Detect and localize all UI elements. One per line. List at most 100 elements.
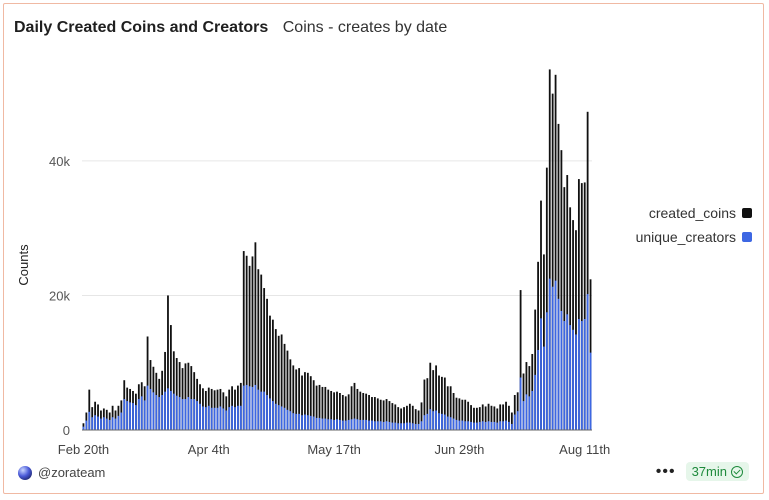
bar-created-coins xyxy=(274,329,277,430)
bar-created-coins xyxy=(397,407,400,430)
bar-unique-creators xyxy=(181,399,184,430)
bar-unique-creators xyxy=(231,405,233,430)
chart-footer-controls: ••• 37min xyxy=(656,462,749,481)
bar-created-coins xyxy=(277,335,280,430)
bar-unique-creators xyxy=(470,421,472,430)
bar-unique-creators xyxy=(397,423,400,430)
bar-unique-creators xyxy=(242,385,245,430)
bar-unique-creators xyxy=(146,385,149,430)
bar-created-coins xyxy=(254,242,257,430)
check-circle-icon xyxy=(731,465,743,478)
bar-unique-creators xyxy=(359,419,362,430)
bar-created-coins xyxy=(172,351,175,430)
author-attribution[interactable]: @zorateam xyxy=(18,465,105,480)
bar-unique-creators xyxy=(82,426,85,430)
x-tick-label: Jun 29th xyxy=(434,442,484,457)
y-axis-label: Counts xyxy=(16,244,31,286)
bar-unique-creators xyxy=(114,418,117,430)
bar-created-coins xyxy=(286,350,289,430)
bar-created-coins xyxy=(426,378,429,430)
bar-created-coins xyxy=(242,251,245,430)
bar-created-coins xyxy=(403,407,405,430)
bar-created-coins xyxy=(513,395,516,430)
bar-unique-creators xyxy=(435,410,437,430)
more-icon[interactable]: ••• xyxy=(655,462,676,480)
bar-created-coins xyxy=(312,380,315,430)
bar-unique-creators xyxy=(382,421,385,430)
bar-created-coins xyxy=(406,405,408,430)
refresh-badge[interactable]: 37min xyxy=(685,462,749,481)
bar-unique-creators xyxy=(204,407,207,430)
bar-unique-creators xyxy=(385,421,388,430)
bar-unique-creators xyxy=(543,346,545,430)
bar-unique-creators xyxy=(333,419,335,430)
bar-created-coins xyxy=(167,295,169,430)
bar-created-coins xyxy=(499,404,502,430)
bar-created-coins xyxy=(394,404,397,430)
bar-created-coins xyxy=(164,351,166,430)
bar-unique-creators xyxy=(408,422,411,430)
bar-unique-creators xyxy=(199,403,201,430)
bar-created-coins xyxy=(266,298,268,430)
bar-created-coins xyxy=(88,389,91,430)
bar-created-coins xyxy=(175,358,178,430)
bar-unique-creators xyxy=(365,419,368,430)
bar-created-coins xyxy=(420,402,423,430)
author-name[interactable]: @zorateam xyxy=(38,465,106,480)
bar-created-coins xyxy=(350,386,353,430)
bar-unique-creators xyxy=(429,409,432,430)
bar-created-coins xyxy=(257,269,260,430)
bar-created-coins xyxy=(487,403,490,430)
bar-created-coins xyxy=(260,274,263,430)
bar-unique-creators xyxy=(373,421,376,430)
bar-created-coins xyxy=(280,334,283,430)
bar-created-coins xyxy=(333,392,335,430)
legend-label: created_coins xyxy=(649,205,736,221)
bar-unique-creators xyxy=(266,395,268,430)
bar-created-coins xyxy=(577,179,580,430)
bar-created-coins xyxy=(432,370,435,430)
bar-unique-creators xyxy=(271,401,274,430)
bar-created-coins xyxy=(478,407,481,430)
bar-unique-creators xyxy=(525,394,528,430)
bar-unique-creators xyxy=(341,420,344,430)
bar-unique-creators xyxy=(167,388,169,430)
bar-unique-creators xyxy=(149,388,152,430)
bar-unique-creators xyxy=(237,405,239,430)
bar-unique-creators xyxy=(572,329,574,430)
bar-created-coins xyxy=(417,410,420,430)
bar-unique-creators xyxy=(239,405,242,430)
bar-created-coins xyxy=(534,309,537,430)
bar-unique-creators xyxy=(111,417,114,430)
bar-unique-creators xyxy=(417,423,420,430)
bar-created-coins xyxy=(263,288,266,430)
bar-unique-creators xyxy=(318,417,321,430)
bar-unique-creators xyxy=(537,349,539,430)
bar-unique-creators xyxy=(210,407,213,430)
bar-unique-creators xyxy=(102,417,105,430)
bar-unique-creators xyxy=(178,397,181,430)
bar-created-coins xyxy=(441,376,443,430)
bar-unique-creators xyxy=(577,319,580,430)
bar-unique-creators xyxy=(155,395,158,430)
bar-unique-creators xyxy=(554,280,557,430)
bar-created-coins xyxy=(414,409,417,430)
bar-created-coins xyxy=(502,404,505,430)
bar-unique-creators xyxy=(388,421,391,430)
bar-created-coins xyxy=(583,182,586,430)
bar-unique-creators xyxy=(245,384,248,430)
bar-unique-creators xyxy=(356,419,359,430)
bar-unique-creators xyxy=(347,419,350,430)
bar-unique-creators xyxy=(306,415,309,430)
bar-created-coins xyxy=(493,406,496,430)
bar-unique-creators xyxy=(443,414,446,430)
bar-unique-creators xyxy=(132,403,134,430)
bar-unique-creators xyxy=(560,310,563,430)
chart-subtitle: Coins - creates by date xyxy=(282,19,448,36)
bar-unique-creators xyxy=(557,298,560,430)
bar-created-coins xyxy=(324,386,327,430)
bar-unique-creators xyxy=(169,390,172,430)
bar-unique-creators xyxy=(202,406,204,430)
bar-unique-creators xyxy=(484,421,487,430)
bar-created-coins xyxy=(371,397,373,430)
